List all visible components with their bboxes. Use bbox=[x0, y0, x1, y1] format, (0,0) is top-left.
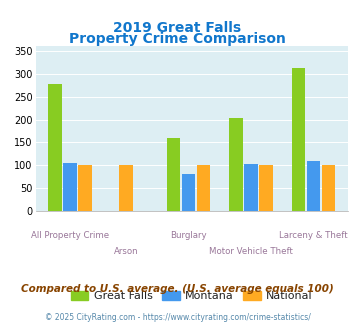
Text: Motor Vehicle Theft: Motor Vehicle Theft bbox=[209, 248, 293, 256]
Bar bbox=[197, 165, 211, 211]
Text: All Property Crime: All Property Crime bbox=[31, 231, 109, 240]
Bar bbox=[63, 163, 77, 211]
Text: Compared to U.S. average. (U.S. average equals 100): Compared to U.S. average. (U.S. average … bbox=[21, 284, 334, 294]
Bar bbox=[322, 165, 335, 211]
Bar bbox=[182, 174, 196, 211]
Bar bbox=[78, 165, 92, 211]
Bar bbox=[48, 84, 62, 211]
Text: © 2025 CityRating.com - https://www.cityrating.com/crime-statistics/: © 2025 CityRating.com - https://www.city… bbox=[45, 313, 310, 322]
Text: Property Crime Comparison: Property Crime Comparison bbox=[69, 32, 286, 46]
Text: 2019 Great Falls: 2019 Great Falls bbox=[114, 21, 241, 35]
Bar bbox=[292, 68, 305, 211]
Bar bbox=[307, 161, 321, 211]
Bar bbox=[229, 118, 243, 211]
Text: Arson: Arson bbox=[114, 248, 138, 256]
Bar bbox=[119, 165, 133, 211]
Bar bbox=[244, 164, 258, 211]
Legend: Great Falls, Montana, National: Great Falls, Montana, National bbox=[66, 286, 317, 306]
Bar bbox=[167, 138, 180, 211]
Bar bbox=[259, 165, 273, 211]
Text: Larceny & Theft: Larceny & Theft bbox=[279, 231, 348, 240]
Text: Burglary: Burglary bbox=[170, 231, 207, 240]
